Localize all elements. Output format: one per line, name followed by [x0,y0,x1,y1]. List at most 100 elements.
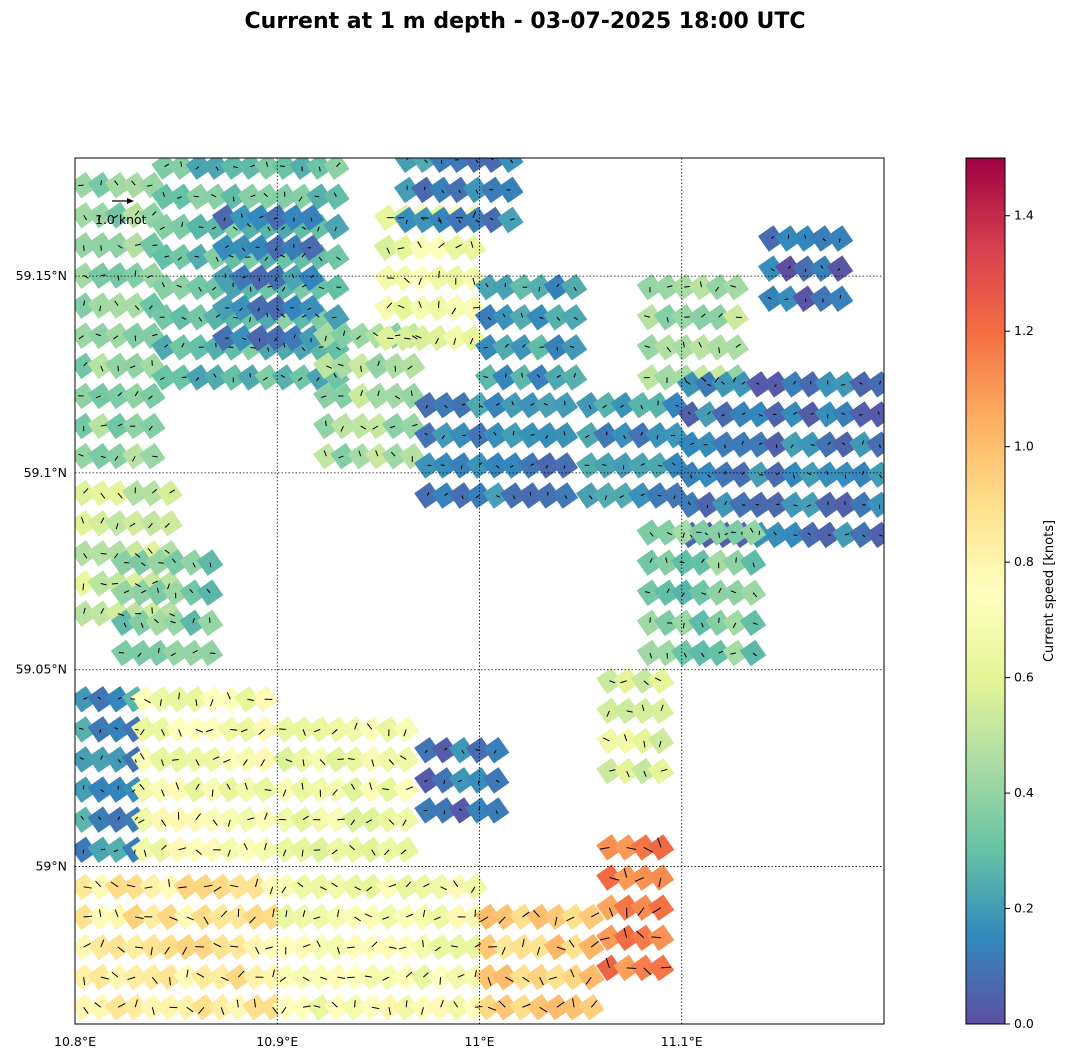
current-arrow [504,343,509,348]
current-arrow [477,780,480,785]
colorbar-tick-label: 0.2 [1014,901,1034,916]
current-arrow [354,1000,356,1008]
current-arrow [793,411,798,415]
current-arrow [470,886,476,894]
current-arrow [590,940,599,948]
current-arrow [425,405,428,409]
current-arrow [770,268,775,272]
current-arrow [775,444,778,448]
current-arrow [117,816,121,820]
current-arrow [331,728,338,735]
current-arrow [715,286,720,292]
current-arrow [297,882,304,888]
current-arrow [609,769,616,772]
current-arrow [472,211,477,218]
current-arrow [360,389,364,397]
current-arrow [232,196,235,202]
current-arrow [838,238,841,243]
current-arrow [83,697,88,700]
current-arrow [242,276,247,279]
current-arrow [675,404,680,407]
current-arrow [139,753,145,760]
current-arrow [175,782,180,790]
current-arrow [134,759,137,763]
current-arrow [681,592,685,597]
current-arrow [282,789,287,797]
current-arrow [195,728,203,733]
current-arrow [302,759,305,767]
current-arrow [877,411,880,415]
current-arrow [752,562,755,568]
current-arrow [298,196,303,202]
current-arrow [453,337,457,346]
speed-cell [500,422,527,449]
current-arrow [111,971,119,978]
current-arrow [186,916,194,921]
current-arrow [568,939,575,948]
current-arrow [444,404,448,409]
current-arrow [211,226,217,230]
current-arrow [495,495,501,498]
current-arrow [421,217,429,219]
current-arrow [195,377,200,381]
current-arrow [434,946,441,952]
current-arrow [83,607,86,614]
current-arrow [135,243,141,246]
current-arrow [619,404,624,408]
current-arrow [643,740,646,748]
current-arrow [658,740,662,748]
current-arrow [698,341,702,348]
current-arrow [114,455,119,461]
current-arrow [280,374,286,378]
current-arrow [426,492,430,496]
current-arrow [522,911,530,918]
current-arrow [285,759,293,763]
current-arrow [423,186,426,191]
current-arrow [331,882,338,888]
current-arrow [117,244,123,249]
current-arrow [679,561,685,564]
current-arrow [186,1006,194,1013]
current-arrow [239,307,243,312]
current-arrow [774,384,777,388]
current-arrow [724,500,728,506]
current-arrow [366,886,373,892]
current-arrow [403,277,410,284]
current-arrow [415,335,422,339]
current-arrow [804,234,807,239]
current-arrow [285,910,288,918]
current-arrow [336,909,340,918]
speed-region [272,873,489,1021]
current-arrow [810,444,815,446]
current-arrow [556,374,561,378]
current-arrow [644,591,651,594]
current-arrow [170,620,176,624]
current-arrow [272,969,275,978]
current-arrow [195,759,200,766]
current-arrow [195,783,200,790]
current-arrow [321,395,327,398]
current-arrow [246,223,251,228]
current-arrow [196,972,205,978]
current-arrow [220,910,228,918]
current-arrow [83,1006,89,1014]
current-arrow [178,692,180,700]
current-arrow [319,286,324,290]
current-arrow [495,810,498,815]
current-arrow [406,913,414,918]
current-arrow [390,451,396,457]
current-arrow [213,942,222,948]
current-arrow [423,883,430,888]
current-arrow [407,365,413,370]
current-arrow [240,213,243,218]
current-arrow [498,1000,506,1008]
current-arrow [198,286,202,292]
current-arrow [724,532,728,536]
current-arrow [260,759,266,767]
current-arrow [660,966,672,969]
current-arrow [564,495,568,499]
current-arrow [475,159,479,163]
current-arrow [536,946,541,956]
current-arrow [320,886,327,891]
